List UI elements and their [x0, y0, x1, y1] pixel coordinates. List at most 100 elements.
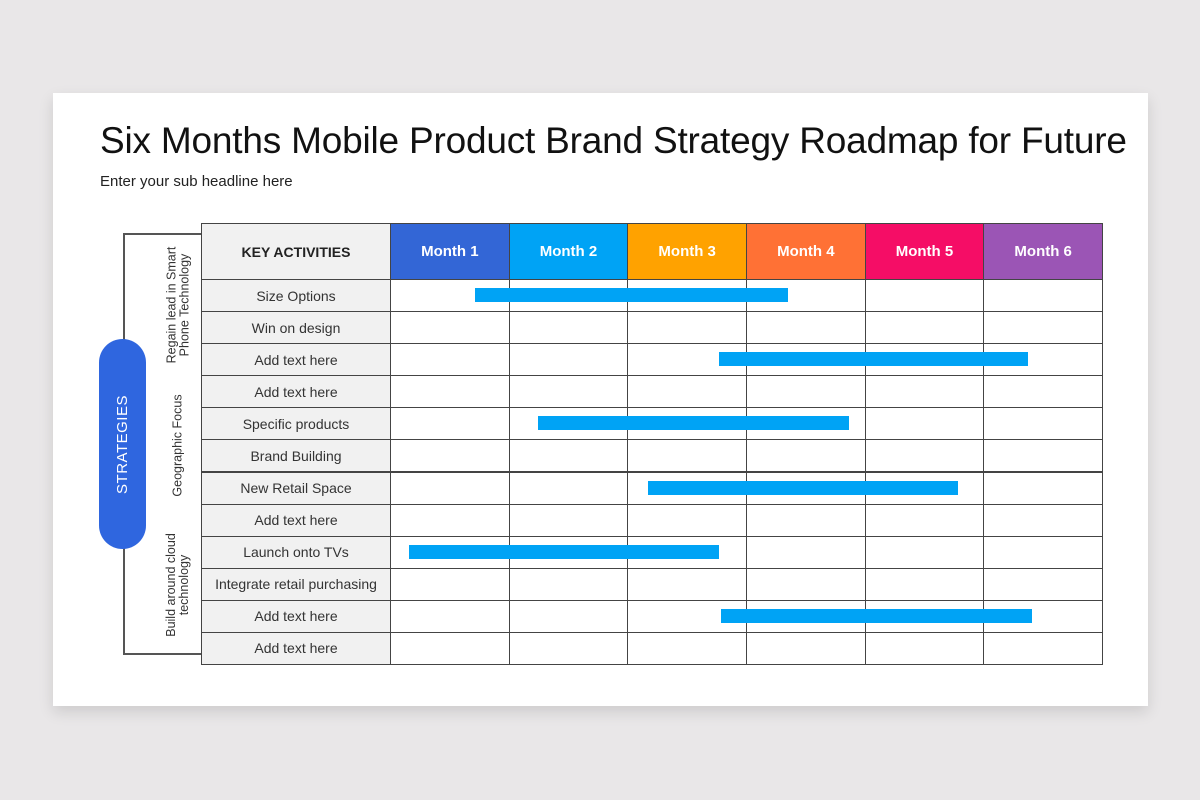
timeline-cell — [864, 631, 985, 665]
activity-cell: Win on design — [201, 311, 391, 345]
header-month-5: Month 5 — [864, 223, 985, 280]
header-key-activities: KEY ACTIVITIES — [201, 223, 391, 280]
activity-cell: Specific products — [201, 407, 391, 441]
slide-subtitle: Enter your sub headline here — [100, 173, 293, 190]
activity-cell-text: Specific products — [242, 415, 350, 432]
strategies-label: STRATEGIES — [114, 394, 131, 494]
timeline-cell — [864, 567, 985, 601]
group-label-cloud: Build around cloud technology — [160, 515, 196, 655]
activity-cell: Brand Building — [201, 439, 391, 473]
activity-cell-text: Launch onto TVs — [243, 544, 349, 561]
timeline-cell — [864, 503, 985, 537]
activity-cell: Add text here — [201, 503, 391, 537]
activity-cell: Add text here — [201, 343, 391, 377]
timeline-cell — [746, 535, 866, 569]
header-month-6: Month 6 — [983, 223, 1103, 280]
timeline-cell — [864, 375, 985, 409]
timeline-cell — [508, 503, 629, 537]
header-month-4-text: Month 4 — [777, 243, 835, 260]
timeline-cell — [746, 503, 866, 537]
timeline-cell — [983, 471, 1103, 505]
group-label-text: Geographic Focus — [170, 393, 185, 497]
timeline-cell — [390, 599, 510, 633]
activity-cell-text: Integrate retail purchasing — [215, 576, 377, 593]
roadmap-table: KEY ACTIVITIES Month 1 Month 2 Month 3 Month… — [201, 223, 1103, 665]
activity-cell-text: Add text here — [254, 383, 338, 400]
timeline-cell — [746, 375, 866, 409]
header-month-2: Month 2 — [508, 223, 629, 280]
activity-cell: New Retail Space — [201, 471, 391, 505]
activity-cell-text: Add text here — [254, 608, 338, 625]
timeline-bar — [721, 608, 1032, 623]
timeline-cell — [508, 567, 629, 601]
timeline-cell — [627, 439, 747, 473]
header-month-2-text: Month 2 — [539, 243, 598, 260]
header-month-4: Month 4 — [746, 223, 866, 280]
timeline-bar — [538, 416, 850, 431]
activity-cell-text: Size Options — [256, 287, 336, 304]
header-month-1: Month 1 — [390, 223, 510, 280]
slide-title: Six Months Mobile Product Brand Strategy… — [100, 120, 1127, 161]
timeline-cell — [390, 503, 510, 537]
activity-cell-text: New Retail Space — [240, 480, 352, 497]
timeline-cell — [390, 631, 510, 665]
activity-cell-text: Win on design — [251, 319, 341, 336]
timeline-cell — [508, 439, 629, 473]
timeline-cell — [983, 311, 1103, 345]
activity-cell-text: Brand Building — [250, 447, 342, 464]
activity-cell: Launch onto TVs — [201, 535, 391, 569]
timeline-cell — [390, 343, 510, 377]
timeline-cell — [746, 567, 866, 601]
timeline-bar — [718, 352, 1029, 367]
activity-cell: Add text here — [201, 375, 391, 409]
timeline-cell — [746, 439, 866, 473]
activity-cell: Add text here — [201, 599, 391, 633]
timeline-cell — [864, 439, 985, 473]
timeline-cell — [627, 503, 747, 537]
header-month-3: Month 3 — [627, 223, 747, 280]
timeline-bar — [475, 288, 788, 303]
timeline-cell — [508, 471, 629, 505]
timeline-bar — [647, 480, 959, 495]
timeline-cell — [508, 311, 629, 345]
timeline-cell — [983, 439, 1103, 473]
timeline-cell — [983, 567, 1103, 601]
timeline-cell — [390, 407, 510, 441]
activity-cell-text: Add text here — [254, 640, 338, 657]
group-label-geographic: Geographic Focus — [160, 375, 196, 515]
timeline-cell — [390, 375, 510, 409]
timeline-cell — [983, 631, 1103, 665]
activity-cell: Add text here — [201, 631, 391, 665]
timeline-cell — [390, 567, 510, 601]
timeline-cell — [983, 407, 1103, 441]
timeline-cell — [983, 503, 1103, 537]
timeline-cell — [627, 567, 747, 601]
activity-cell: Integrate retail purchasing — [201, 567, 391, 601]
header-key-activities-text: KEY ACTIVITIES — [241, 243, 351, 260]
strategies-pill: STRATEGIES — [99, 339, 146, 549]
timeline-cell — [390, 311, 510, 345]
timeline-cell — [508, 343, 629, 377]
timeline-cell — [508, 375, 629, 409]
timeline-cell — [746, 631, 866, 665]
timeline-cell — [390, 471, 510, 505]
timeline-cell — [627, 375, 747, 409]
timeline-cell — [864, 279, 985, 313]
timeline-cell — [390, 439, 510, 473]
header-month-5-text: Month 5 — [895, 243, 954, 260]
timeline-cell — [627, 631, 747, 665]
activity-cell: Size Options — [201, 279, 391, 313]
group-label-text: Regain lead in Smart Phone Technology — [164, 246, 192, 364]
activity-cell-text: Add text here — [254, 351, 338, 368]
header-month-3-text: Month 3 — [658, 243, 716, 260]
timeline-cell — [983, 535, 1103, 569]
group-label-text: Build around cloud technology — [164, 533, 192, 637]
timeline-cell — [864, 535, 985, 569]
timeline-cell — [627, 311, 747, 345]
timeline-cell — [508, 599, 629, 633]
header-month-1-text: Month 1 — [421, 243, 479, 260]
activity-cell-text: Add text here — [254, 512, 338, 529]
timeline-cell — [983, 375, 1103, 409]
timeline-bar — [408, 544, 719, 559]
timeline-cell — [508, 631, 629, 665]
